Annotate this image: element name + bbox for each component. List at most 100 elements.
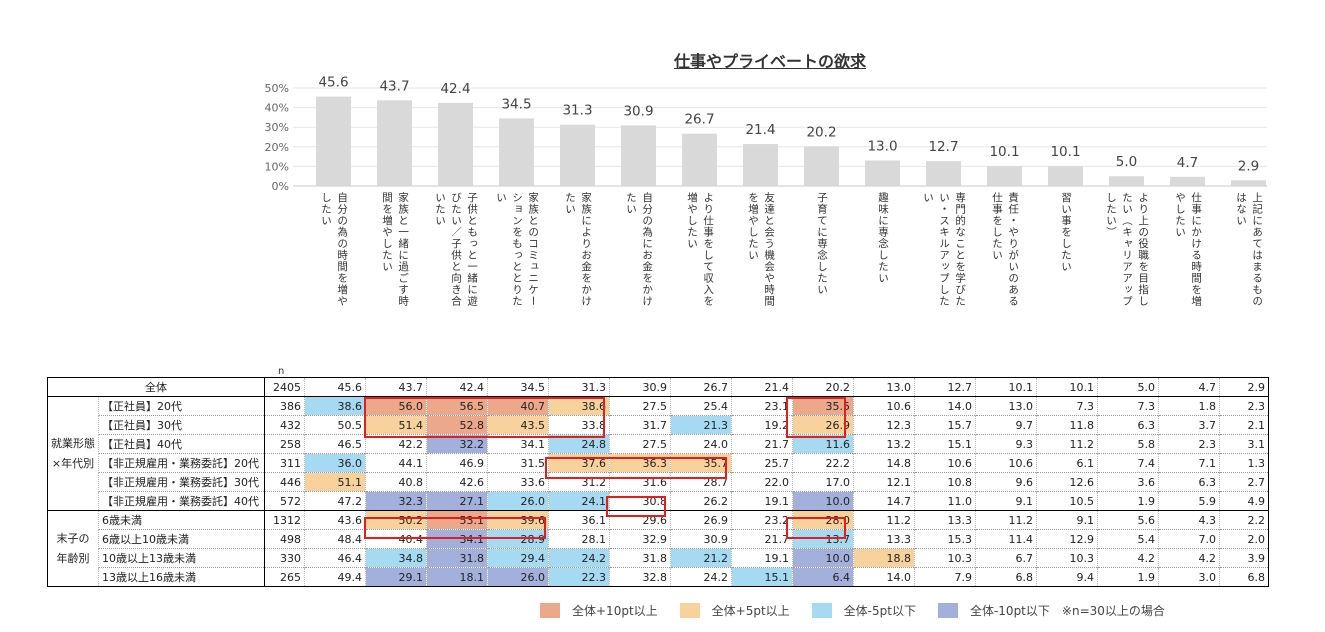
table-row: 【非正規雇用・業務委託】30代 446 51.1 40.8 42.6 33.6 31.2 31… <box>48 472 1269 492</box>
table-cell: 43.7 <box>365 377 427 397</box>
category-label-line: 増やしたい <box>686 192 698 250</box>
category-label-line: 友達と会う機会や時間 <box>763 192 776 307</box>
table-cell: 33.6 <box>487 472 549 492</box>
table-cell: 6.1 <box>1036 453 1098 473</box>
category-label-line: 仕事にかける時間を増 <box>1190 192 1203 307</box>
table-cell: 2.3 <box>1219 396 1269 416</box>
table-cell: 22.3 <box>548 567 610 587</box>
table-cell: 15.1 <box>731 567 793 587</box>
table-cell: 21.4 <box>731 377 793 397</box>
row-label: 【正社員】20代 <box>98 396 265 416</box>
table-cell: 27.5 <box>609 396 671 416</box>
category-label-line: 仕事をしたい <box>991 192 1003 261</box>
table-cell: 20.2 <box>792 377 854 397</box>
category-label: 子育てに専念したい <box>791 192 852 366</box>
table-cell: 22.2 <box>792 453 854 473</box>
table-cell: 26.0 <box>487 567 549 587</box>
table-cell: 38.6 <box>304 396 366 416</box>
bar <box>1048 166 1083 186</box>
bar <box>438 102 473 186</box>
table-cell: 39.6 <box>487 510 549 530</box>
category-label: 上記にあてはまるもの はない <box>1218 192 1279 366</box>
category-label-line: したい） <box>1104 192 1117 238</box>
legend-item: 全体+10pt以上 <box>540 602 658 619</box>
table-cell: 13.7 <box>792 529 854 549</box>
row-n: 311 <box>264 453 305 473</box>
bar-value-label: 20.2 <box>806 124 836 140</box>
table-cell: 36.3 <box>609 453 671 473</box>
category-label: 趣味に専念したい <box>852 192 913 366</box>
table-cell: 27.1 <box>426 491 488 511</box>
category-label-line: 家族とのコミュニケー <box>527 192 540 307</box>
table-row: 【正社員】40代 258 46.5 42.2 32.2 34.1 24.8 27.5 24.0 2… <box>48 434 1269 454</box>
table-cell: 42.4 <box>426 377 488 397</box>
table-cell: 6.7 <box>975 548 1037 568</box>
table-cell: 38.6 <box>548 396 610 416</box>
category-label-line: たい <box>625 192 637 215</box>
crosstab-table: 全体 2405 45.6 43.7 42.4 34.5 31.3 30.9 26.7 21.4 20… <box>47 377 1269 587</box>
table-cell: 13.0 <box>975 396 1037 416</box>
category-label-line: はない <box>1235 192 1247 227</box>
bar <box>987 166 1022 186</box>
y-tick-label: 40% <box>265 102 289 115</box>
table-cell: 21.7 <box>731 529 793 549</box>
category-label: 子供ともっと一緒に遊 びたい／子供と向き合 いたい <box>425 192 486 366</box>
category-label-line: 子育てに専念したい <box>816 192 829 296</box>
category-label-line: したい <box>320 192 332 227</box>
row-n: 572 <box>264 491 305 511</box>
table-cell: 40.7 <box>487 396 549 416</box>
category-label-line: い <box>921 192 934 204</box>
bar-value-label: 21.4 <box>745 122 775 138</box>
table-cell: 37.6 <box>548 453 610 473</box>
legend-swatch <box>679 603 700 618</box>
table-cell: 31.6 <box>609 472 671 492</box>
legend: 全体+10pt以上 全体+5pt以上 全体-5pt以下 全体-10pt以下 ※n=30… <box>540 602 1187 619</box>
table-cell: 32.2 <box>426 434 488 454</box>
table-cell: 1.8 <box>1158 396 1220 416</box>
category-label: より仕事をして収入を 増やしたい <box>669 192 730 366</box>
table-cell: 30.9 <box>670 529 732 549</box>
table-cell: 49.4 <box>304 567 366 587</box>
table-cell: 32.3 <box>365 491 427 511</box>
bar-value-label: 43.7 <box>379 78 409 94</box>
group-label-line: ×年代別 <box>51 456 95 470</box>
table-cell: 24.8 <box>548 434 610 454</box>
bar <box>804 146 839 186</box>
row-n: 330 <box>264 548 305 568</box>
table-cell: 3.1 <box>1219 434 1269 454</box>
table-cell: 17.0 <box>792 472 854 492</box>
table-cell: 11.6 <box>792 434 854 454</box>
table-cell: 5.6 <box>1097 510 1159 530</box>
table-cell: 10.1 <box>975 377 1037 397</box>
table-cell: 52.8 <box>426 415 488 435</box>
table-cell: 56.5 <box>426 396 488 416</box>
legend-swatch <box>540 603 560 618</box>
row-label: 【非正規雇用・業務委託】30代 <box>98 472 265 492</box>
table-cell: 13.0 <box>853 377 915 397</box>
y-tick-label: 20% <box>265 141 289 154</box>
group-label-line: 末子の <box>56 531 90 545</box>
table-cell: 24.1 <box>548 491 610 511</box>
row-label: 10歳以上13歳未満 <box>98 548 265 568</box>
table-cell: 31.8 <box>609 548 671 568</box>
table-row: 【正社員】30代 432 50.5 51.4 52.8 43.5 33.8 31.7 21.3 1… <box>48 415 1269 435</box>
category-label-line: より上の役職を目指し <box>1137 192 1150 307</box>
group-label: 末子の 年齢別 <box>47 510 99 587</box>
category-label: より上の役職を目指し たい（キャリアアップ したい） <box>1096 192 1157 366</box>
legend-swatch <box>811 603 832 618</box>
bar-value-label: 34.5 <box>501 96 531 112</box>
legend-swatch <box>937 603 958 618</box>
table-cell: 34.1 <box>426 529 488 549</box>
table-cell: 7.4 <box>1097 453 1159 473</box>
table-cell: 23.1 <box>731 396 793 416</box>
table-cell: 32.8 <box>609 567 671 587</box>
category-label: 仕事にかける時間を増 やしたい <box>1157 192 1218 366</box>
table-cell: 2.9 <box>1219 377 1269 397</box>
table-cell: 9.3 <box>975 434 1037 454</box>
table-cell: 42.6 <box>426 472 488 492</box>
table-cell: 1.9 <box>1097 491 1159 511</box>
bar <box>499 118 534 186</box>
bar <box>1170 176 1205 186</box>
table-cell: 13.2 <box>853 434 915 454</box>
table-cell: 31.7 <box>609 415 671 435</box>
